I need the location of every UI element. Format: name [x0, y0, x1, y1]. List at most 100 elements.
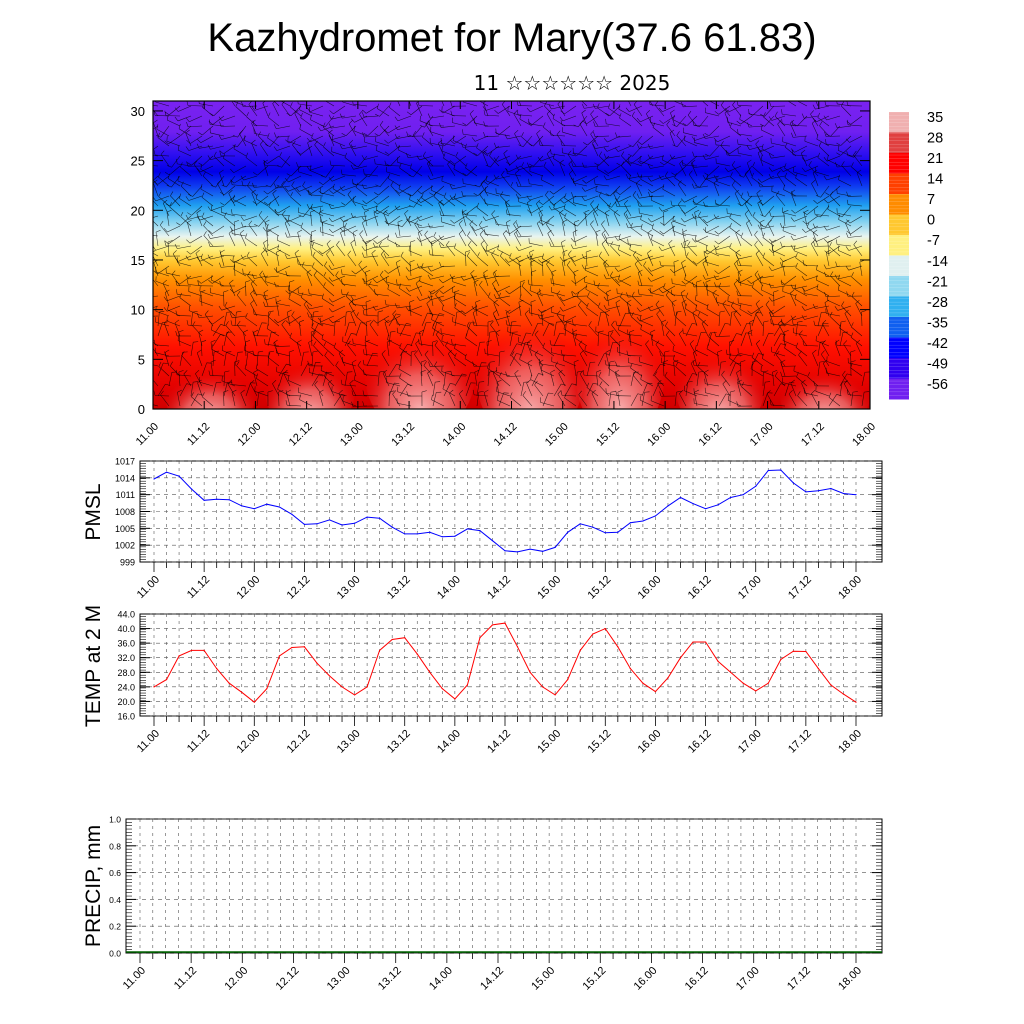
- wind-barb: [584, 374, 599, 377]
- wind-barb-flag: [468, 240, 472, 246]
- wind-barb: [225, 335, 236, 347]
- wind-barb: [222, 350, 236, 357]
- wind-barb: [276, 352, 291, 357]
- wind-barb-flag: [734, 260, 739, 264]
- wind-barb-flag: [515, 169, 520, 174]
- wind-barb: [310, 318, 324, 327]
- wind-barb-flag: [178, 370, 184, 373]
- wind-barb: [160, 394, 170, 407]
- wind-barb: [706, 250, 720, 257]
- pmsl-point: [767, 469, 769, 472]
- wind-barb: [613, 213, 621, 227]
- wind-barb: [767, 223, 775, 237]
- wind-barb: [763, 116, 775, 127]
- wind-barb-flag: [572, 328, 574, 334]
- wind-barb: [716, 215, 731, 220]
- wind-barb: [562, 131, 577, 137]
- wind-barb: [420, 372, 423, 387]
- wind-barb: [608, 392, 612, 407]
- wind-barb-flag: [851, 272, 854, 277]
- wind-barb: [839, 332, 844, 347]
- wind-barb-flag: [572, 319, 574, 325]
- wind-barb-flag: [647, 277, 652, 282]
- wind-barb: [761, 148, 775, 157]
- wind-barb: [326, 254, 335, 267]
- wind-barb-flag: [417, 190, 422, 194]
- wind-barb-flag: [394, 116, 399, 122]
- wind-barb-flag: [253, 309, 255, 315]
- wind-barb-flag: [737, 379, 742, 383]
- wind-barb: [340, 232, 346, 247]
- wind-barb: [650, 195, 665, 198]
- wind-barb-flag: [427, 267, 432, 272]
- wind-barb-flag: [196, 313, 200, 318]
- wind-barb-flag: [439, 290, 444, 294]
- wind-barb-flag: [851, 162, 854, 168]
- wind-barb: [338, 393, 346, 407]
- wind-barb-flag: [823, 322, 829, 325]
- wind-barb: [309, 372, 324, 377]
- wind-barb: [531, 323, 539, 337]
- wind-barb: [655, 304, 665, 317]
- pmsl-point: [504, 550, 506, 552]
- wind-barb: [790, 192, 797, 207]
- temp-ytick-label: 44.0: [117, 610, 135, 620]
- wind-barb-flag: [803, 209, 809, 213]
- wind-barb: [573, 182, 588, 187]
- wind-barb: [519, 255, 533, 262]
- wind-barb: [290, 106, 302, 117]
- wind-barb: [673, 262, 676, 277]
- wind-barb-flag: [816, 275, 818, 281]
- wind-barb: [333, 105, 346, 115]
- wind-barb-flag: [534, 330, 539, 335]
- wind-barb: [749, 145, 764, 150]
- wind-barb: [562, 222, 566, 237]
- wind-barb-flag: [185, 146, 190, 151]
- temp-point: [529, 671, 531, 673]
- wind-barb-flag: [543, 161, 547, 167]
- wind-barb: [232, 213, 247, 217]
- wind-barb: [167, 242, 170, 257]
- wind-barb-flag: [483, 131, 486, 137]
- wind-barb-flag: [801, 149, 806, 154]
- wind-barb-flag: [659, 161, 665, 166]
- wind-barb: [454, 348, 467, 357]
- wind-barb: [201, 216, 214, 227]
- wind-barb-flag: [372, 305, 376, 311]
- wind-barb: [518, 245, 533, 251]
- wind-barb-flag: [841, 301, 845, 306]
- pmsl-point: [253, 508, 255, 510]
- wind-barb: [178, 128, 192, 137]
- wind-barb-flag: [349, 379, 354, 384]
- wind-barb-flag: [408, 174, 414, 178]
- wind-barb: [408, 250, 423, 257]
- wind-barb-flag: [494, 131, 500, 135]
- wind-barb-flag: [250, 279, 256, 284]
- wind-barb: [553, 185, 566, 195]
- wind-barb-flag: [782, 225, 784, 231]
- wind-barb-flag: [485, 175, 487, 181]
- wind-barb: [550, 372, 555, 387]
- wind-barb-flag: [801, 228, 806, 233]
- wind-barb-flag: [163, 199, 168, 204]
- wind-barb-flag: [714, 282, 717, 288]
- wind-barb-flag: [234, 220, 239, 223]
- wind-barb-flag: [791, 132, 794, 138]
- wind-barb: [729, 247, 742, 257]
- wind-barb-flag: [310, 114, 312, 120]
- wind-barb: [303, 304, 313, 317]
- wind-barb: [331, 125, 346, 129]
- wind-barb: [672, 220, 687, 227]
- wind-barb-flag: [636, 307, 641, 312]
- wind-barb-flag: [513, 220, 517, 225]
- wind-barb: [200, 188, 214, 197]
- wind-barb-flag: [219, 281, 222, 287]
- wind-barb: [810, 243, 819, 257]
- wind-barb: [606, 145, 621, 152]
- wind-barb: [398, 368, 412, 377]
- wind-barb-flag: [409, 260, 415, 263]
- temp-ytick-label: 32.0: [117, 653, 135, 663]
- wind-barb: [480, 243, 489, 257]
- wind-barb: [562, 255, 577, 262]
- wind-barb-flag: [192, 321, 196, 326]
